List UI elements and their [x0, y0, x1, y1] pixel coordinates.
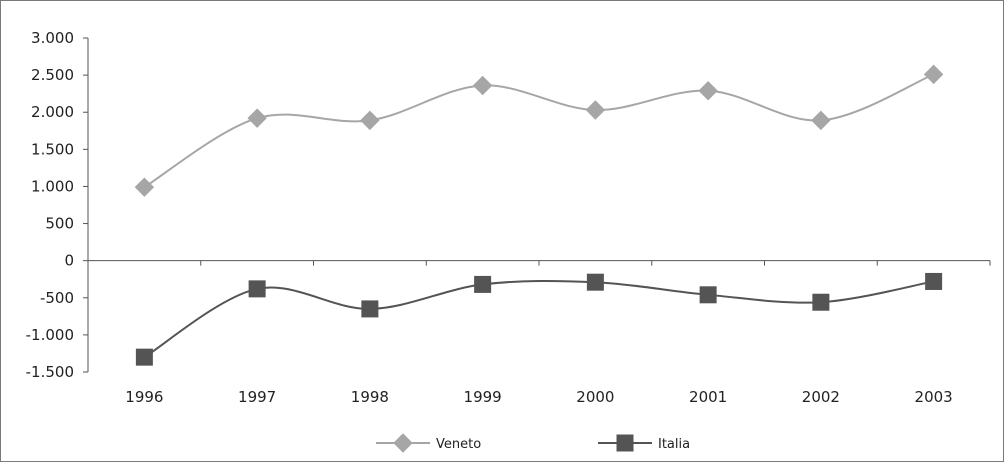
data-point-veneto	[698, 80, 718, 101]
y-tick-label: 0	[64, 252, 74, 270]
data-point-veneto	[923, 64, 944, 85]
data-point-italia	[474, 275, 492, 293]
x-tick-label: 1997	[238, 388, 276, 406]
data-point-italia	[925, 272, 943, 290]
x-tick-label: 1998	[351, 388, 389, 406]
y-tick-label: -500	[40, 289, 74, 307]
data-point-italia	[699, 286, 717, 304]
data-point-veneto	[811, 110, 831, 131]
legend-item-italia: Italia	[598, 434, 690, 452]
y-tick-label: 500	[45, 215, 74, 233]
y-tick-label: 1.500	[31, 140, 74, 158]
x-tick-label: 2000	[576, 388, 614, 406]
y-tick-label: -1.000	[26, 326, 74, 344]
data-point-italia	[812, 293, 830, 311]
data-point-italia	[248, 280, 266, 298]
data-point-veneto	[585, 100, 606, 120]
x-tick-label: 1999	[464, 388, 502, 406]
x-tick-label: 1996	[125, 388, 163, 406]
data-point-veneto	[247, 108, 267, 128]
data-point-veneto	[134, 177, 155, 197]
legend-label-italia: Italia	[658, 437, 690, 452]
legend-label-veneto: Veneto	[436, 437, 481, 452]
data-point-italia	[135, 348, 153, 366]
x-tick-label: 2003	[915, 388, 953, 406]
markers-group	[134, 64, 944, 366]
data-point-italia	[361, 300, 379, 318]
axes-group	[83, 37, 991, 373]
y-tick-label: -1.500	[26, 363, 74, 381]
tick-labels-group: 3.000 2.500 2.000 1.500 1.000 500 0 -500 -1.000 -…	[26, 29, 953, 406]
legend-item-veneto: Veneto	[376, 433, 481, 453]
data-point-veneto	[472, 75, 493, 96]
data-point-italia	[586, 273, 604, 291]
x-tick-label: 2001	[689, 388, 727, 406]
y-tick-label: 2.000	[31, 103, 74, 121]
series-line-veneto	[143, 73, 935, 189]
y-tick-label: 3.000	[31, 29, 74, 47]
y-tick-label: 2.500	[31, 66, 74, 84]
x-tick-label: 2002	[802, 388, 840, 406]
legend-marker-italia	[616, 434, 634, 452]
y-tick-label: 1.000	[31, 177, 74, 195]
legend: Veneto Italia	[376, 433, 690, 453]
data-point-veneto	[360, 110, 380, 131]
legend-marker-veneto	[393, 433, 413, 453]
